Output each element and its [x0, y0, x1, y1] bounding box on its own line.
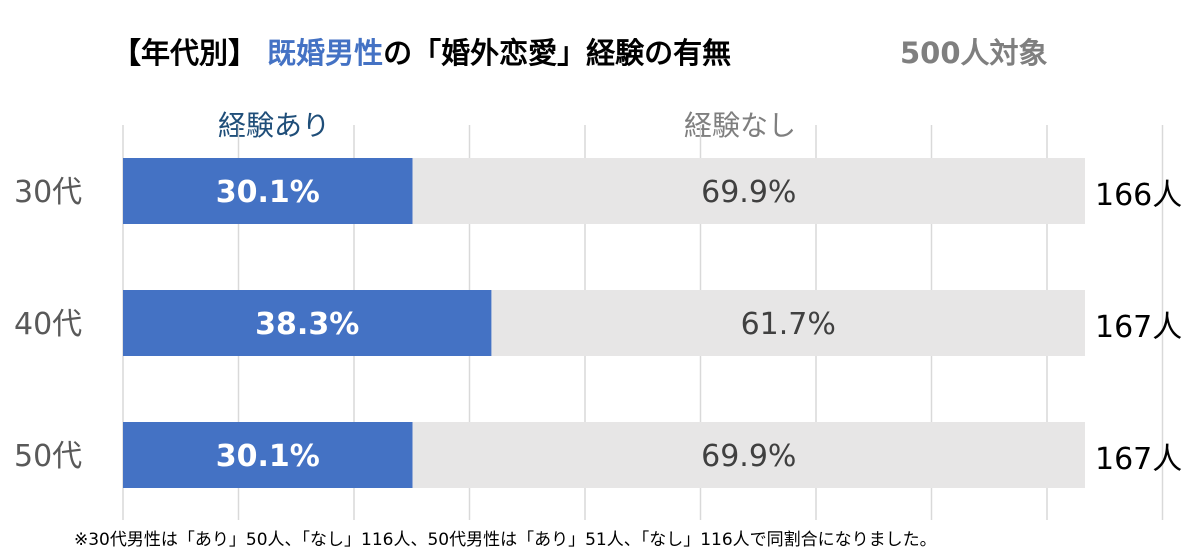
data-label-yes-2: 30.1% — [216, 439, 320, 474]
sample-size-label: 500人対象 — [900, 36, 1048, 70]
bar-yes-1 — [123, 290, 492, 356]
title-rest: の「婚外恋愛」経験の有無 — [383, 36, 732, 70]
category-label-2: 50代 — [14, 439, 82, 474]
total-label-0: 166人 — [1095, 178, 1182, 213]
bar-yes-0 — [123, 158, 413, 224]
category-label-0: 30代 — [14, 175, 82, 210]
chart-title: 【年代別】 既婚男性の「婚外恋愛」経験の有無 — [112, 30, 731, 72]
data-label-no-0: 69.9% — [701, 175, 796, 210]
total-label-2: 167人 — [1095, 442, 1182, 477]
category-label-1: 40代 — [14, 307, 82, 342]
bar-no-0 — [412, 158, 1085, 224]
bar-yes-2 — [123, 422, 413, 488]
data-label-yes-1: 38.3% — [255, 307, 359, 342]
footnote: ※30代男性は「あり」50人、「なし」116人、50代男性は「あり」51人、「な… — [74, 530, 937, 550]
bar-no-2 — [412, 422, 1085, 488]
title-highlight: 既婚男性 — [267, 36, 384, 70]
data-label-yes-0: 30.1% — [216, 175, 320, 210]
title-prefix: 【年代別】 — [112, 36, 258, 70]
total-label-1: 167人 — [1095, 310, 1182, 345]
data-label-no-1: 61.7% — [741, 307, 836, 342]
series-header-no: 経験なし — [684, 109, 797, 142]
data-label-no-2: 69.9% — [701, 439, 796, 474]
bar-no-1 — [491, 290, 1085, 356]
series-header-yes: 経験あり — [218, 109, 331, 142]
